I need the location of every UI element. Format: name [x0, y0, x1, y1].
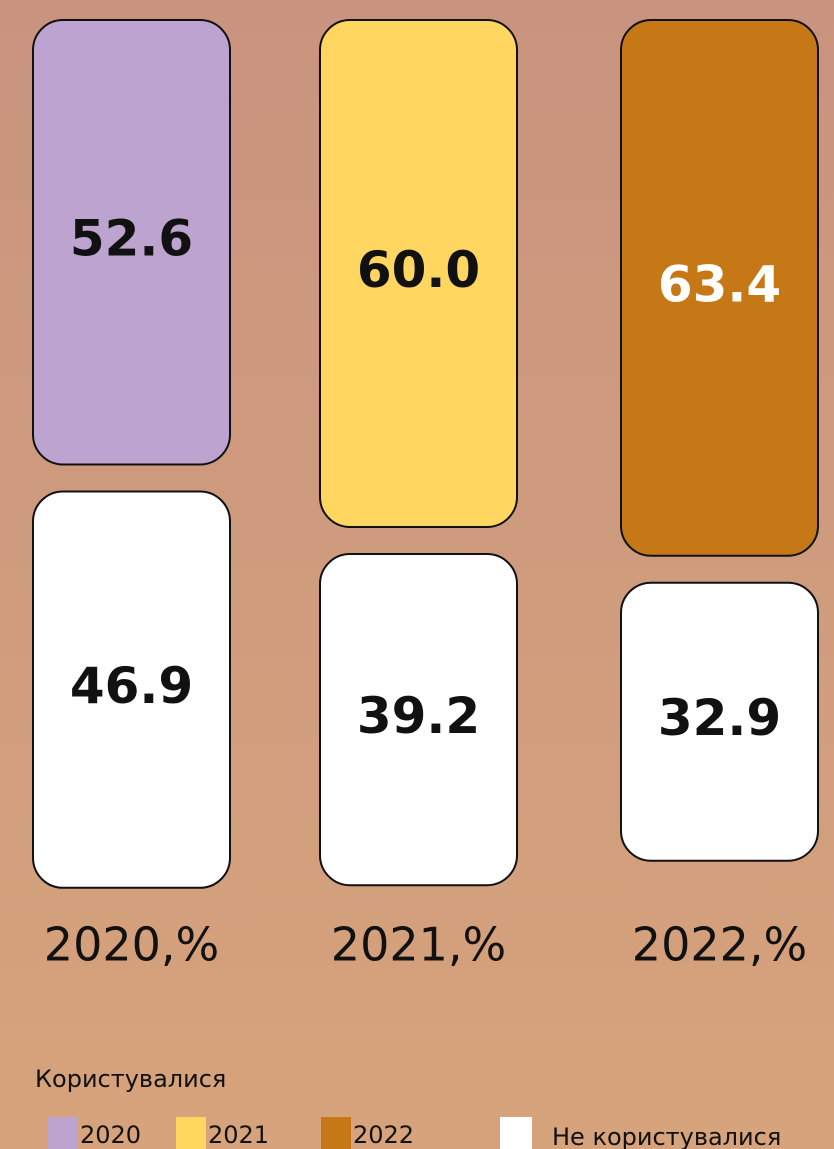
- legend-swatch: [48, 1117, 78, 1149]
- category-label: 2020,%: [44, 918, 219, 972]
- value-label: 60.0: [357, 241, 480, 299]
- legend-label: 2020: [80, 1121, 141, 1149]
- bar-not-used: [620, 581, 819, 862]
- category-label: 2022,%: [632, 918, 807, 972]
- legend-swatch: [500, 1117, 532, 1149]
- legend-label: 2021: [208, 1121, 269, 1149]
- bar-not-used: [319, 553, 518, 887]
- legend-label: 2022: [353, 1121, 414, 1149]
- value-label: 52.6: [70, 210, 193, 268]
- legend-swatch: [321, 1117, 351, 1149]
- bar-used: [620, 19, 819, 557]
- bar-not-used: [32, 490, 231, 889]
- value-label: 32.9: [658, 689, 781, 747]
- legend-swatch: [176, 1117, 206, 1149]
- category-label: 2021,%: [331, 918, 506, 972]
- value-label: 39.2: [357, 687, 480, 745]
- bar-used: [32, 19, 231, 466]
- bar-used: [319, 19, 518, 528]
- legend-label: Не користувалися: [552, 1123, 781, 1149]
- value-label: 46.9: [70, 657, 193, 715]
- value-label: 63.4: [658, 255, 781, 313]
- legend-title: Користувалися: [35, 1065, 226, 1093]
